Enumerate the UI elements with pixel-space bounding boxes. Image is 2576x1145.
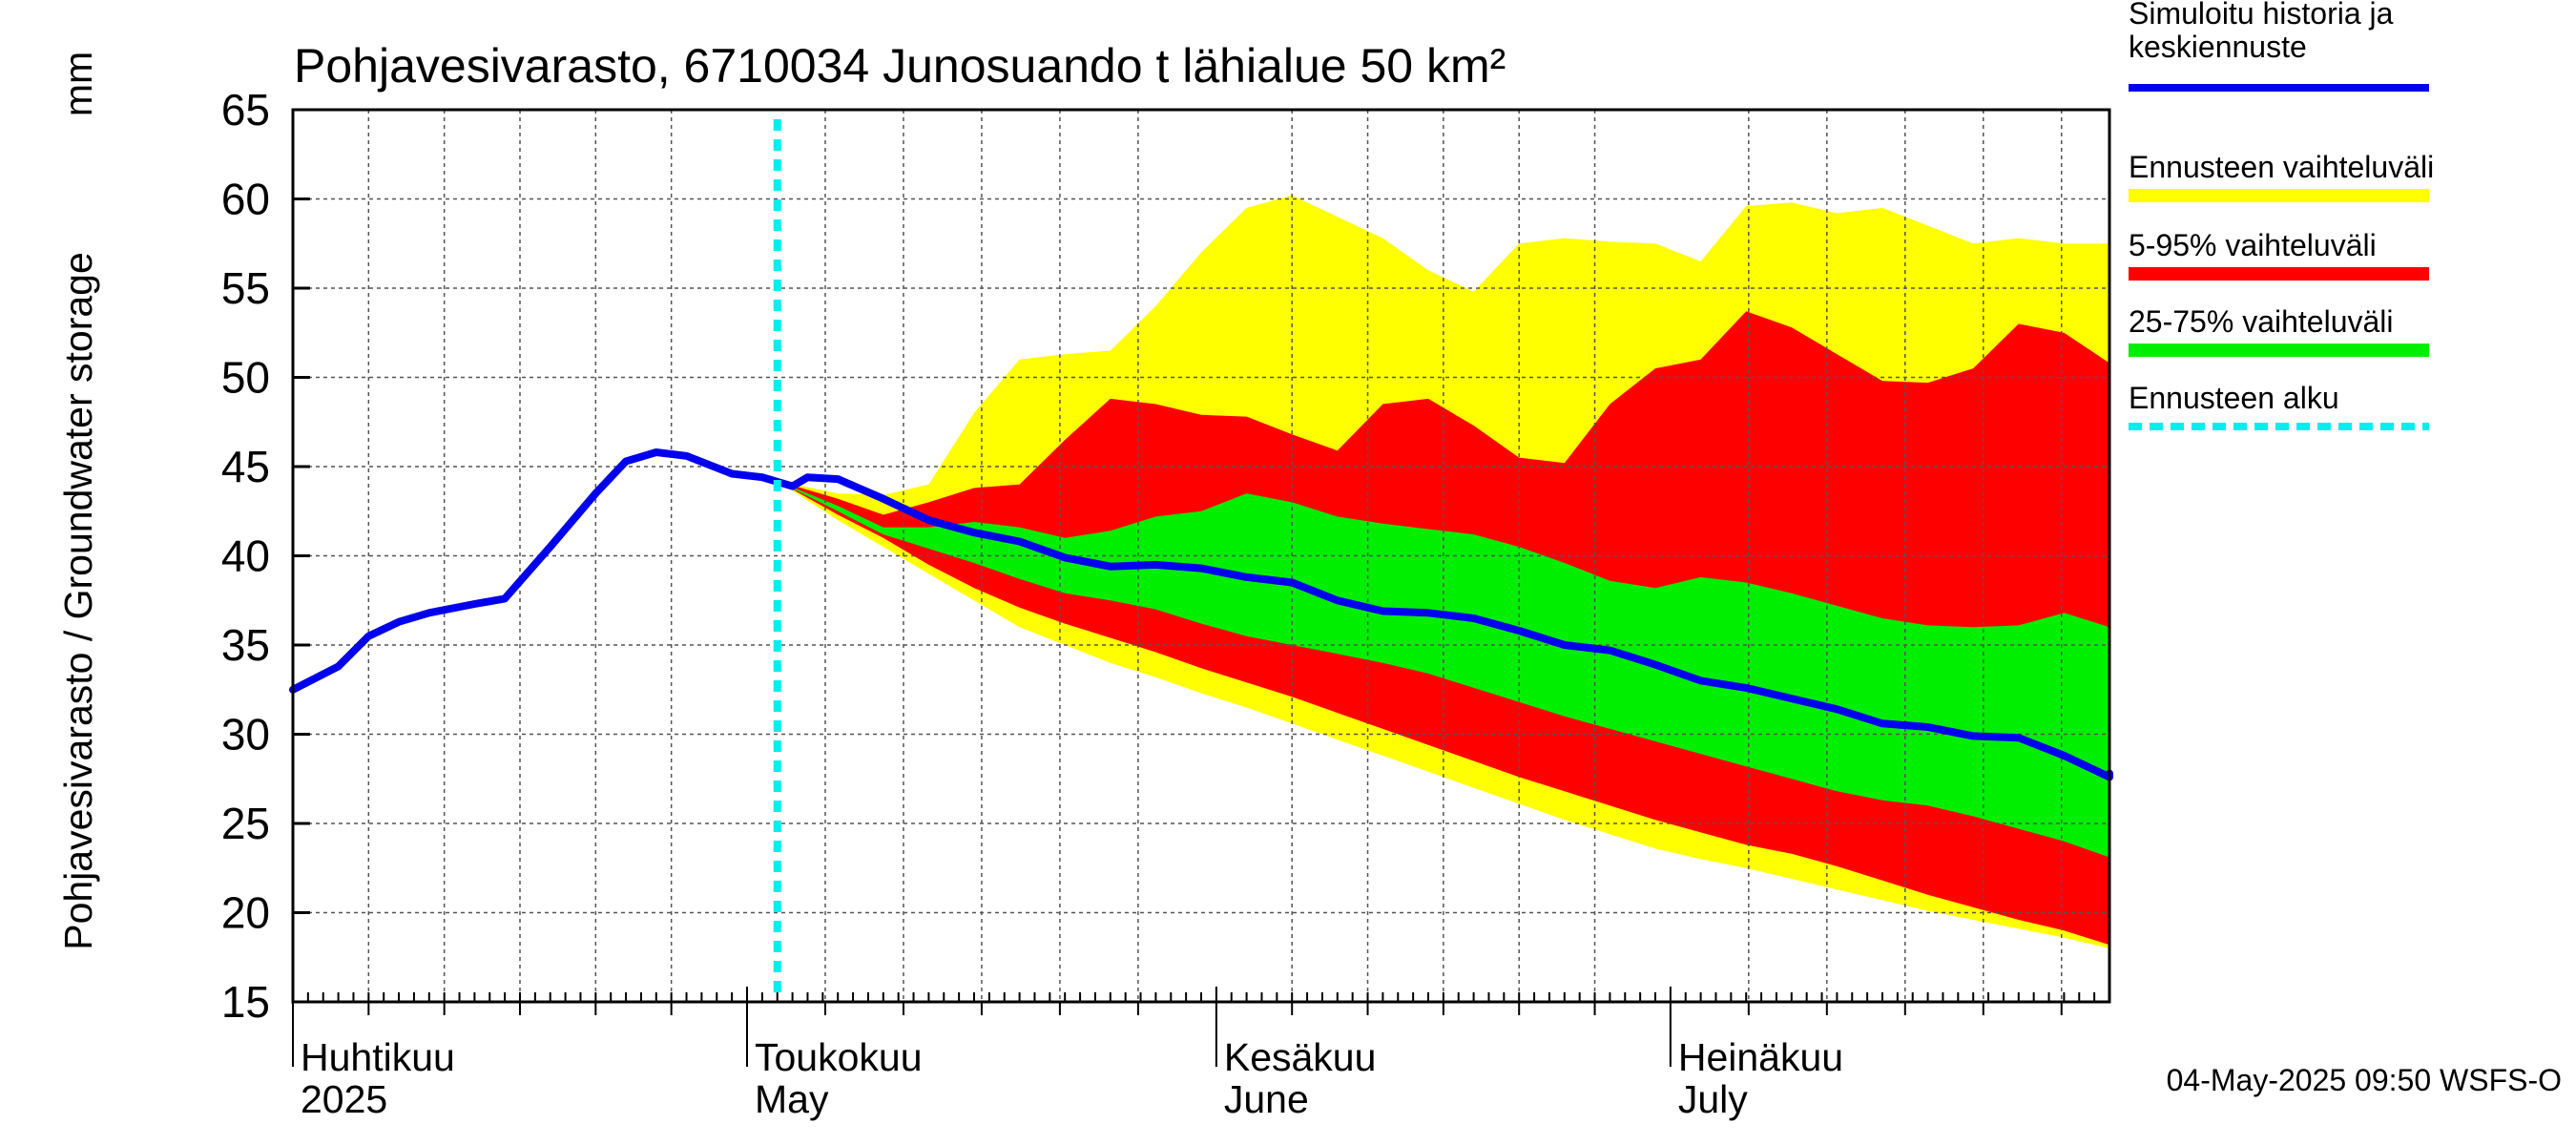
y-tick-label-2: 25 [221,799,270,848]
grid [293,110,2109,1002]
chart-title: Pohjavesivarasto, 6710034 Junosuando t l… [294,39,1506,93]
y-tick-label-3: 30 [221,710,270,760]
legend-label-0: Simuloitu historia ja [2129,0,2394,31]
y-tick-label-6: 45 [221,442,270,491]
x-month-label-2: Kesäkuu [1224,1035,1377,1079]
x-month-label-3: Heinäkuu [1678,1035,1843,1079]
legend-label-2: 5-95% vaihteluväli [2129,228,2377,262]
legend-label-1: Ennusteen vaihteluväli [2129,150,2434,184]
x-month-sublabel-3: July [1678,1077,1748,1121]
y-tick-label-1: 20 [221,888,270,938]
y-tick-label-8: 55 [221,263,270,313]
timestamp-footer: 04-May-2025 09:50 WSFS-O [2167,1063,2562,1097]
x-month-sublabel-2: June [1224,1077,1309,1121]
y-tick-label-7: 50 [221,353,270,403]
y-tick-label-10: 65 [221,85,270,135]
x-month-label-0: Huhtikuu [301,1035,455,1079]
y-tick-label-4: 35 [221,620,270,670]
x-month-sublabel-1: May [755,1077,829,1121]
y-tick-label-0: 15 [221,977,270,1027]
y-axis: 15 20 25 30 35 40 45 50 55 60 65 [221,85,310,1027]
legend-label-4: Ennusteen alku [2129,381,2339,415]
series-line-median [289,448,2113,781]
legend-label-0-line2: keskiennuste [2129,30,2307,64]
x-month-label-1: Toukokuu [755,1035,923,1079]
y-axis-label: Pohjavesivarasto / Groundwater storage [56,252,100,950]
legend-label-3: 25-75% vaihteluväli [2129,304,2394,339]
y-axis-unit: mm [56,52,100,116]
y-tick-label-9: 60 [221,175,270,224]
x-month-sublabel-0: 2025 [301,1077,387,1121]
series-marks [289,119,2113,1002]
y-tick-label-5: 40 [221,531,270,581]
